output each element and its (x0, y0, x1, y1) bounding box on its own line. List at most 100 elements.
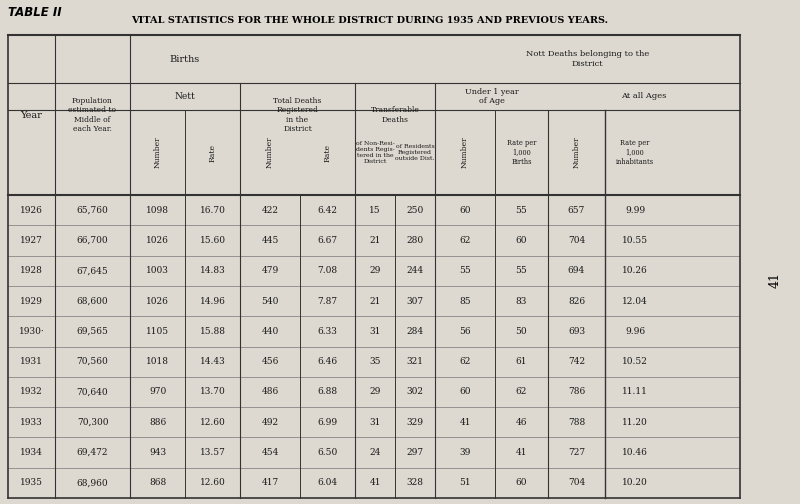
Text: 786: 786 (568, 388, 585, 397)
Text: Transferable
Deaths: Transferable Deaths (370, 106, 419, 123)
Text: VITAL STATISTICS FOR THE WHOLE DISTRICT DURING 1935 AND PREVIOUS YEARS.: VITAL STATISTICS FOR THE WHOLE DISTRICT … (131, 16, 609, 25)
Text: 69,472: 69,472 (77, 448, 108, 457)
Text: 540: 540 (262, 296, 278, 305)
Text: 10.26: 10.26 (622, 266, 648, 275)
Text: 329: 329 (406, 418, 423, 427)
Text: Under 1 year
of Age: Under 1 year of Age (465, 88, 518, 105)
Text: 9.96: 9.96 (625, 327, 645, 336)
Text: 29: 29 (370, 388, 381, 397)
Text: 13.57: 13.57 (199, 448, 226, 457)
Text: 727: 727 (568, 448, 585, 457)
Text: 704: 704 (568, 236, 585, 245)
Text: 479: 479 (262, 266, 278, 275)
Text: 6.46: 6.46 (318, 357, 338, 366)
Text: Number: Number (266, 137, 274, 168)
Text: 6.88: 6.88 (318, 388, 338, 397)
Text: 68,600: 68,600 (77, 296, 108, 305)
Text: 24: 24 (370, 448, 381, 457)
Text: 486: 486 (262, 388, 278, 397)
Text: 454: 454 (262, 448, 278, 457)
Text: 1927: 1927 (20, 236, 43, 245)
Text: 1928: 1928 (20, 266, 43, 275)
Text: 31: 31 (370, 418, 381, 427)
Text: 41: 41 (370, 478, 381, 487)
Text: 12.60: 12.60 (200, 418, 226, 427)
Text: 1026: 1026 (146, 296, 169, 305)
Text: 788: 788 (568, 418, 585, 427)
Text: 56: 56 (459, 327, 471, 336)
Text: Number: Number (461, 137, 469, 168)
Text: 60: 60 (459, 206, 470, 215)
Text: 1003: 1003 (146, 266, 169, 275)
Text: 15.88: 15.88 (199, 327, 226, 336)
Text: 21: 21 (370, 296, 381, 305)
Text: 280: 280 (406, 236, 423, 245)
Text: 1935: 1935 (20, 478, 43, 487)
Text: 886: 886 (149, 418, 166, 427)
Text: 1933: 1933 (20, 418, 43, 427)
Text: of Residents
Registered
outside Dist.: of Residents Registered outside Dist. (395, 144, 434, 161)
Text: 6.42: 6.42 (318, 206, 338, 215)
Text: 10.20: 10.20 (622, 478, 648, 487)
Text: 66,700: 66,700 (77, 236, 108, 245)
Text: 417: 417 (262, 478, 278, 487)
Text: 21: 21 (370, 236, 381, 245)
Text: 61: 61 (516, 357, 527, 366)
Text: 422: 422 (262, 206, 278, 215)
Text: 50: 50 (516, 327, 527, 336)
Text: 1926: 1926 (20, 206, 43, 215)
Text: 321: 321 (406, 357, 423, 366)
Text: 1098: 1098 (146, 206, 169, 215)
Text: 1930·: 1930· (18, 327, 44, 336)
Text: Rate per
1,000
inhabitants: Rate per 1,000 inhabitants (616, 139, 654, 166)
Text: 35: 35 (370, 357, 381, 366)
Text: 15.60: 15.60 (199, 236, 226, 245)
Text: 7.87: 7.87 (318, 296, 338, 305)
Text: 12.04: 12.04 (622, 296, 648, 305)
Text: 55: 55 (516, 266, 527, 275)
Text: Number: Number (573, 137, 581, 168)
Text: 10.52: 10.52 (622, 357, 648, 366)
Text: Nett: Nett (174, 92, 195, 101)
Text: At all Ages: At all Ages (622, 93, 666, 100)
Text: 70,300: 70,300 (77, 418, 108, 427)
Text: 250: 250 (406, 206, 424, 215)
Text: 41: 41 (516, 448, 527, 457)
Text: 39: 39 (459, 448, 470, 457)
Text: 41: 41 (459, 418, 470, 427)
Text: 70,560: 70,560 (77, 357, 108, 366)
Text: 12.60: 12.60 (200, 478, 226, 487)
Text: 1929: 1929 (20, 296, 43, 305)
Text: 68,960: 68,960 (77, 478, 108, 487)
Text: 29: 29 (370, 266, 381, 275)
Text: 55: 55 (459, 266, 471, 275)
Text: 9.99: 9.99 (625, 206, 645, 215)
Text: 16.70: 16.70 (199, 206, 226, 215)
Text: 1934: 1934 (20, 448, 43, 457)
Text: 742: 742 (568, 357, 585, 366)
Text: 6.33: 6.33 (318, 327, 338, 336)
Text: of Non-Resi-
dents Regis-
tered in the
District: of Non-Resi- dents Regis- tered in the D… (355, 141, 394, 164)
Text: 14.43: 14.43 (200, 357, 226, 366)
Text: Nott Deaths belonging to the
District: Nott Deaths belonging to the District (526, 50, 649, 68)
Text: 62: 62 (516, 388, 527, 397)
Text: 62: 62 (459, 236, 470, 245)
Text: 55: 55 (516, 206, 527, 215)
Text: 60: 60 (459, 388, 470, 397)
Text: 6.67: 6.67 (318, 236, 338, 245)
Text: 10.55: 10.55 (622, 236, 648, 245)
Text: Births: Births (170, 54, 200, 64)
Text: 70,640: 70,640 (77, 388, 108, 397)
Text: 1931: 1931 (20, 357, 43, 366)
Text: 440: 440 (262, 327, 278, 336)
Text: 67,645: 67,645 (77, 266, 108, 275)
Text: Rate: Rate (323, 144, 331, 161)
Text: 7.08: 7.08 (318, 266, 338, 275)
Text: 302: 302 (406, 388, 423, 397)
Text: 11.11: 11.11 (622, 388, 648, 397)
Text: 51: 51 (459, 478, 471, 487)
Text: 69,565: 69,565 (77, 327, 109, 336)
Text: 693: 693 (568, 327, 585, 336)
Text: 868: 868 (149, 478, 166, 487)
Text: Rate: Rate (209, 144, 217, 161)
